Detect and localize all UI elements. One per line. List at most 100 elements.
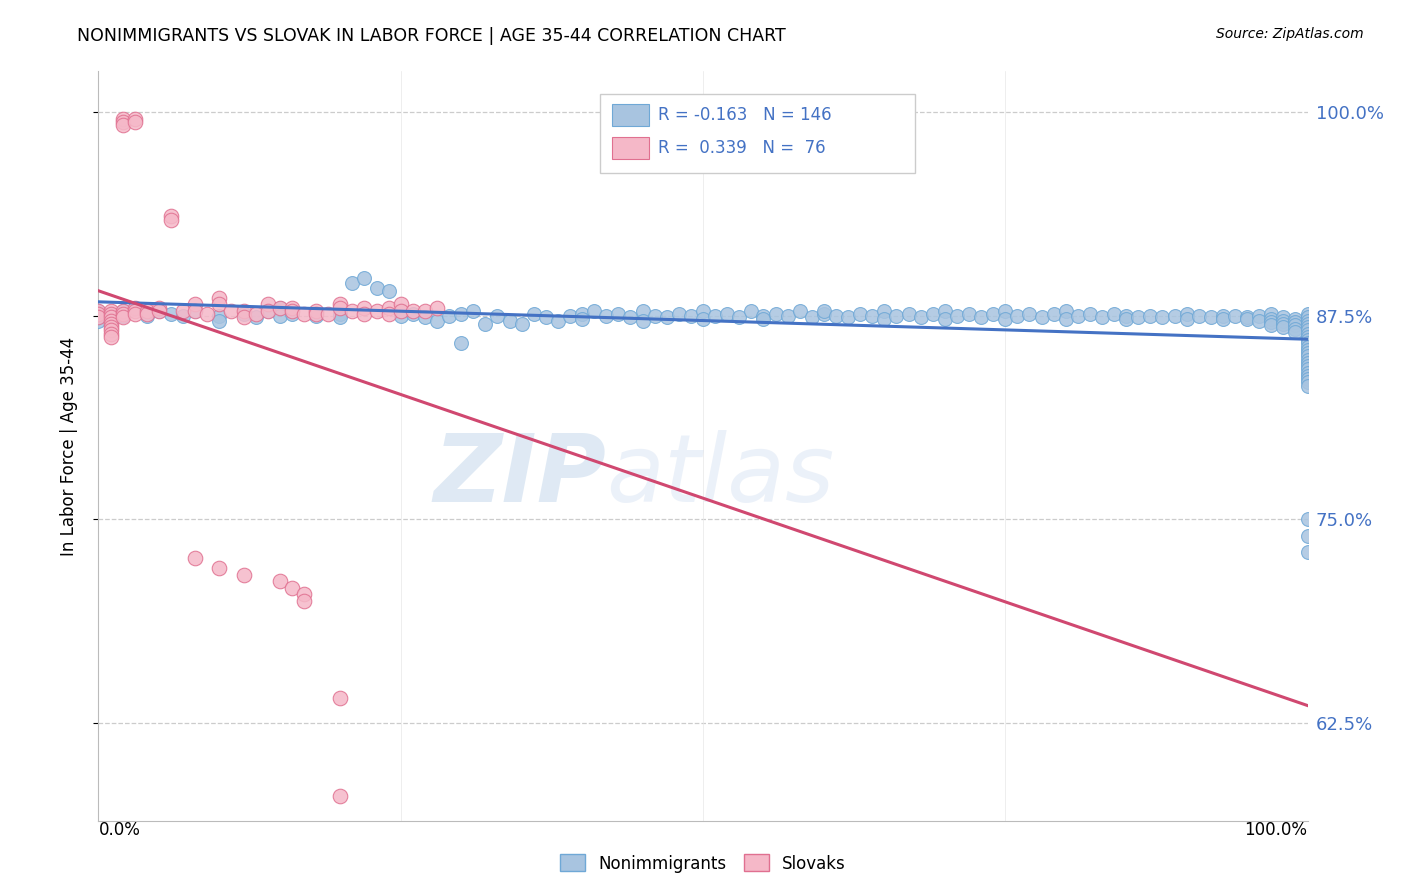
Point xyxy=(1091,310,1114,325)
Point xyxy=(148,301,170,315)
Point xyxy=(87,303,110,318)
Y-axis label: In Labor Force | Age 35-44: In Labor Force | Age 35-44 xyxy=(59,336,77,556)
Point xyxy=(668,307,690,321)
Point xyxy=(100,310,122,325)
Point xyxy=(1018,307,1040,321)
Point xyxy=(1188,309,1211,323)
Point xyxy=(342,276,364,290)
FancyBboxPatch shape xyxy=(613,103,648,126)
Point xyxy=(1284,312,1306,326)
Point xyxy=(558,309,581,323)
Point xyxy=(111,310,134,325)
Point xyxy=(897,307,920,321)
Point xyxy=(100,330,122,344)
Point xyxy=(1296,323,1319,337)
Point xyxy=(752,312,775,326)
Point xyxy=(1296,340,1319,354)
Point xyxy=(1296,343,1319,357)
Point xyxy=(1260,315,1282,329)
Point xyxy=(1296,333,1319,347)
Point xyxy=(413,310,436,325)
Point xyxy=(160,210,183,224)
Point xyxy=(886,309,908,323)
Point xyxy=(921,307,943,321)
Point xyxy=(269,574,291,589)
Point xyxy=(208,313,231,327)
Point xyxy=(800,310,823,325)
Point xyxy=(402,303,425,318)
Point xyxy=(957,307,980,321)
Point xyxy=(704,309,727,323)
Point xyxy=(389,303,412,318)
Point xyxy=(100,320,122,334)
Point xyxy=(100,307,122,321)
Point xyxy=(981,307,1004,321)
Point xyxy=(269,301,291,315)
Point xyxy=(100,307,122,321)
Point xyxy=(813,307,835,321)
Text: 100.0%: 100.0% xyxy=(1244,821,1308,838)
Point xyxy=(281,581,304,595)
Point xyxy=(860,309,883,323)
Point xyxy=(366,303,388,318)
Point xyxy=(450,307,472,321)
Point xyxy=(1272,317,1295,331)
Point xyxy=(111,303,134,318)
Point xyxy=(934,303,956,318)
Point xyxy=(281,307,304,321)
Point xyxy=(510,317,533,331)
Point xyxy=(316,307,339,321)
Legend: Nonimmigrants, Slovaks: Nonimmigrants, Slovaks xyxy=(554,847,852,880)
Point xyxy=(124,301,146,315)
Point xyxy=(1042,307,1064,321)
Point xyxy=(135,309,157,323)
Point xyxy=(1175,312,1198,326)
Point xyxy=(124,112,146,126)
Point xyxy=(692,303,714,318)
Point xyxy=(1115,309,1137,323)
Point xyxy=(1296,545,1319,559)
Point xyxy=(389,297,412,311)
Point xyxy=(1031,310,1053,325)
Point xyxy=(994,303,1017,318)
Point xyxy=(100,313,122,327)
Text: Source: ZipAtlas.com: Source: ZipAtlas.com xyxy=(1216,27,1364,41)
Point xyxy=(292,593,315,607)
Point xyxy=(825,309,848,323)
Point xyxy=(111,118,134,132)
Point xyxy=(437,309,460,323)
FancyBboxPatch shape xyxy=(600,94,915,172)
Point xyxy=(1260,312,1282,326)
Point xyxy=(1296,378,1319,392)
Point xyxy=(329,297,352,311)
Point xyxy=(1296,362,1319,376)
Point xyxy=(329,691,352,706)
Point xyxy=(837,310,859,325)
Point xyxy=(583,303,606,318)
Point xyxy=(389,303,412,318)
Point xyxy=(463,303,485,318)
Point xyxy=(353,301,375,315)
Point xyxy=(160,307,183,321)
Point xyxy=(1296,336,1319,351)
Point xyxy=(281,303,304,318)
Point xyxy=(256,297,278,311)
Point xyxy=(1296,310,1319,325)
Point xyxy=(402,307,425,321)
Point xyxy=(970,310,993,325)
Point xyxy=(87,313,110,327)
Point xyxy=(716,307,738,321)
FancyBboxPatch shape xyxy=(613,136,648,159)
Point xyxy=(426,313,449,327)
Point xyxy=(692,312,714,326)
Point xyxy=(1212,312,1234,326)
Point xyxy=(329,301,352,315)
Point xyxy=(87,303,110,318)
Point xyxy=(1139,309,1161,323)
Point xyxy=(1284,318,1306,333)
Point xyxy=(377,307,399,321)
Point xyxy=(208,291,231,305)
Point xyxy=(1272,313,1295,327)
Point xyxy=(377,301,399,315)
Point xyxy=(1054,303,1077,318)
